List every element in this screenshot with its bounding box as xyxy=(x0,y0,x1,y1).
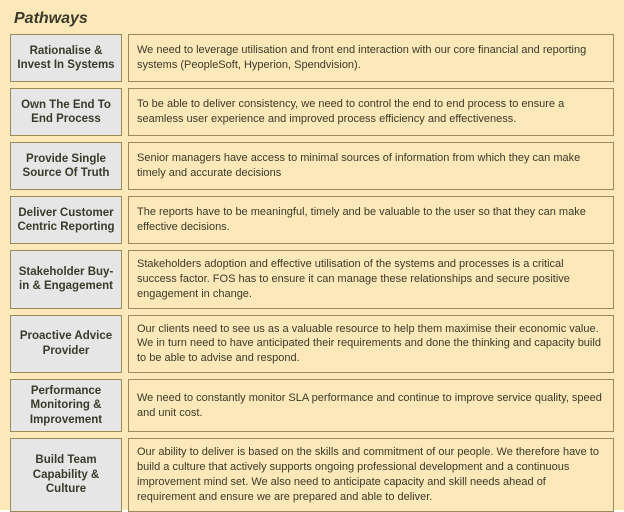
page-title: Pathways xyxy=(14,10,614,28)
pathways-panel: Pathways Rationalise & Invest In Systems… xyxy=(0,0,624,510)
pathway-row: Stakeholder Buy-in & EngagementStakehold… xyxy=(10,250,614,309)
pathway-row: Own The End To End ProcessTo be able to … xyxy=(10,88,614,136)
pathway-label: Proactive Advice Provider xyxy=(10,315,122,374)
pathway-label: Own The End To End Process xyxy=(10,88,122,136)
pathway-description: Stakeholders adoption and effective util… xyxy=(128,250,614,309)
pathway-label: Rationalise & Invest In Systems xyxy=(10,34,122,82)
pathway-description: The reports have to be meaningful, timel… xyxy=(128,196,614,244)
pathway-label: Performance Monitoring & Improvement xyxy=(10,379,122,432)
pathway-description: We need to constantly monitor SLA perfor… xyxy=(128,379,614,432)
pathway-label: Build Team Capability & Culture xyxy=(10,438,122,511)
pathway-label: Deliver Customer Centric Reporting xyxy=(10,196,122,244)
pathway-row: Performance Monitoring & ImprovementWe n… xyxy=(10,379,614,432)
pathway-description: Our clients need to see us as a valuable… xyxy=(128,315,614,374)
pathway-description: Senior managers have access to minimal s… xyxy=(128,142,614,190)
pathway-row: Deliver Customer Centric ReportingThe re… xyxy=(10,196,614,244)
pathway-description: To be able to deliver consistency, we ne… xyxy=(128,88,614,136)
pathways-rows: Rationalise & Invest In SystemsWe need t… xyxy=(10,34,614,512)
pathway-row: Proactive Advice ProviderOur clients nee… xyxy=(10,315,614,374)
pathway-label: Stakeholder Buy-in & Engagement xyxy=(10,250,122,309)
pathway-row: Build Team Capability & CultureOur abili… xyxy=(10,438,614,511)
pathway-row: Rationalise & Invest In SystemsWe need t… xyxy=(10,34,614,82)
pathway-description: Our ability to deliver is based on the s… xyxy=(128,438,614,511)
pathway-label: Provide Single Source Of Truth xyxy=(10,142,122,190)
pathway-description: We need to leverage utilisation and fron… xyxy=(128,34,614,82)
pathway-row: Provide Single Source Of TruthSenior man… xyxy=(10,142,614,190)
